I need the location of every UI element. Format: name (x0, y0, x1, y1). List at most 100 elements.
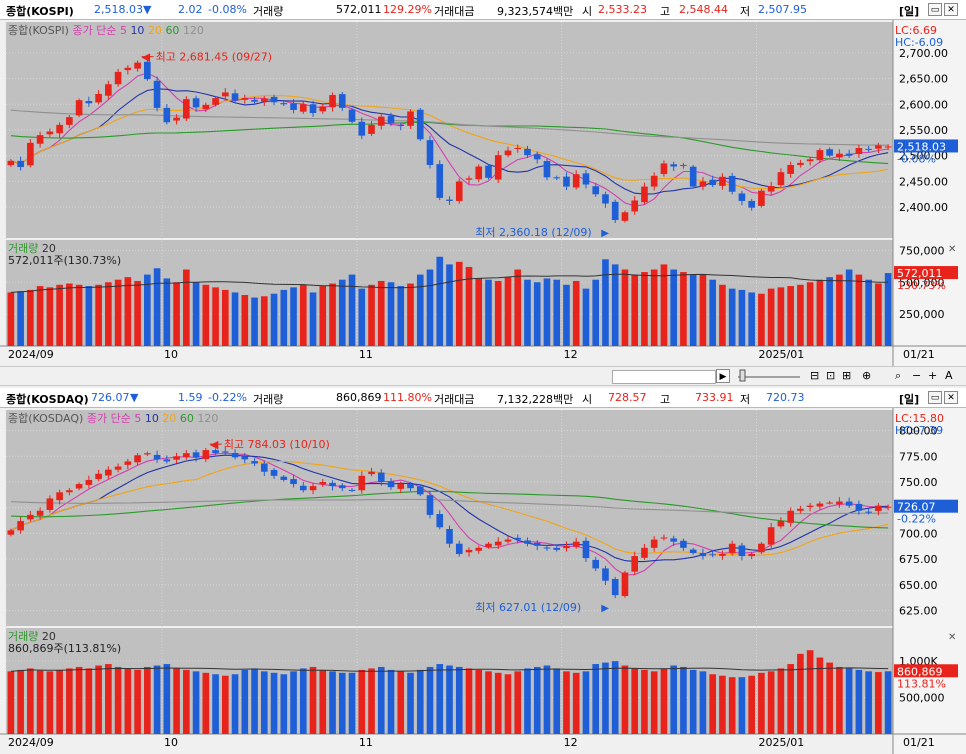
scroll-right-icon[interactable]: ▶ (716, 369, 730, 383)
kosdaq-period-button[interactable]: [일] (899, 393, 920, 406)
tool-icon-4[interactable]: ⊕ (862, 369, 872, 382)
kospi-volume-bar (173, 282, 180, 346)
kospi-restore-icon[interactable]: ▭ (928, 3, 942, 16)
kospi-candle (319, 103, 327, 114)
kospi-volume-bar (582, 288, 590, 346)
kospi-candle-body (377, 116, 385, 126)
kospi-candle (329, 92, 336, 112)
kosdaq-change: 1.59 (178, 391, 203, 404)
kosdaq-legend-series: 종합(KOSDAQ) (8, 412, 87, 425)
kosdaq-price-tick-label: 650.00 (899, 579, 938, 592)
kospi-period-button[interactable]: [일] (899, 5, 920, 18)
kospi-title[interactable]: 종합(KOSPI) (6, 5, 74, 18)
kosdaq-restore-icon[interactable]: ▭ (928, 391, 942, 404)
kosdaq-candle (455, 540, 463, 557)
kospi-volume-bar (124, 277, 132, 346)
kospi-price-tick-label: 2,700.00 (899, 47, 948, 60)
kosdaq-candle-body (446, 528, 453, 544)
kosdaq-date-label: 2025/01 (759, 736, 805, 749)
kospi-candle (719, 173, 726, 190)
kosdaq-candle (855, 500, 863, 515)
zoom-out-icon[interactable]: − (912, 369, 922, 382)
kospi-candle-body (641, 186, 648, 203)
kosdaq-volume-bar (387, 669, 395, 734)
kospi-candle (611, 199, 619, 224)
kospi-price-tick-label: 2,400.00 (899, 201, 948, 214)
kospi-candle-body (621, 212, 629, 221)
kosdaq-candle (56, 489, 63, 505)
kosdaq-candle (105, 466, 112, 480)
kosdaq-high: 733.91 (695, 391, 734, 404)
kospi-volume-bar (631, 274, 639, 346)
kospi-candle (241, 94, 249, 104)
kospi-volume-bar (514, 269, 522, 346)
kosdaq-candle (514, 534, 522, 544)
kospi-volume-bar (241, 295, 249, 346)
kosdaq-chart[interactable]: 800.00775.00750.00725.00700.00675.00650.… (0, 408, 966, 754)
zoom-slider[interactable] (736, 368, 802, 382)
kospi-candle (95, 90, 102, 105)
kosdaq-price-tick-label: 750.00 (899, 476, 938, 489)
kospi-candle-body (280, 103, 288, 105)
kospi-candle (699, 177, 707, 191)
kospi-candle (465, 175, 473, 185)
kospi-volume-bar (309, 292, 317, 346)
kospi-candle (543, 158, 551, 181)
search-icon[interactable]: ⌕ (895, 369, 902, 382)
kospi-chart[interactable]: 2,700.00 2,650.00 2,600.00 2,550.00 2,500.00… (0, 20, 966, 366)
tool-icon-3[interactable]: ⊞ (842, 369, 852, 382)
kosdaq-candle-body (787, 510, 794, 523)
tool-icon-2[interactable]: ⊡ (826, 369, 836, 382)
kospi-candle-body (387, 115, 395, 124)
kosdaq-close-icon[interactable]: ✕ (944, 391, 958, 404)
kospi-candle (553, 175, 561, 181)
scroll-track[interactable] (612, 370, 716, 384)
kosdaq-candle-body (387, 481, 395, 488)
kosdaq-candle-body (611, 579, 619, 596)
kosdaq-candle (387, 478, 395, 490)
kosdaq-volume-legend: 거래량 20 (8, 630, 56, 643)
kosdaq-volume-bar (348, 672, 356, 734)
kospi-candle-body (436, 164, 444, 198)
kosdaq-candle-body (884, 506, 892, 508)
kospi-ma60-line (10, 121, 889, 165)
kosdaq-candle-body (397, 484, 405, 489)
kospi-candle (572, 170, 580, 190)
kospi-volume-bar (504, 277, 512, 346)
kospi-volume-ratio: 129.29% (383, 3, 432, 16)
kosdaq-volume-bar (787, 664, 794, 734)
kosdaq-candle-body (416, 486, 424, 495)
kospi-candle (767, 181, 775, 196)
kosdaq-candle (407, 481, 414, 492)
kospi-volume-bar (192, 282, 200, 346)
zoom-in-icon[interactable]: + (928, 369, 938, 382)
kosdaq-volume-bar (75, 666, 83, 734)
kosdaq-open-label: 시 (582, 393, 593, 406)
kosdaq-volume-bar (153, 665, 161, 734)
kospi-date-label: 10 (164, 348, 178, 361)
kosdaq-candle (524, 537, 531, 547)
kosdaq-candle (738, 542, 746, 561)
tool-icon-1[interactable]: ⊟ (810, 369, 820, 382)
kosdaq-legend-ma20: 20 (162, 412, 180, 425)
kosdaq-candle (221, 447, 229, 456)
kospi-volume-bar (144, 274, 151, 346)
kosdaq-candle (348, 488, 356, 492)
kosdaq-candle (163, 455, 171, 464)
kospi-legend-ma-label: 종가 단순 (72, 24, 119, 37)
kosdaq-volume-legend-period: 20 (42, 630, 56, 643)
kospi-candle (270, 94, 278, 106)
kosdaq-candle (114, 463, 122, 473)
kospi-candle-body (787, 164, 794, 174)
kospi-date-label: 2024/09 (8, 348, 54, 361)
kospi-volume-bar (553, 279, 561, 346)
font-icon[interactable]: A (945, 369, 953, 382)
kospi-candle (397, 122, 405, 131)
kosdaq-title[interactable]: 종합(KOSDAQ) (6, 393, 89, 406)
kosdaq-volume-bar (845, 668, 853, 734)
kospi-close-icon[interactable]: ✕ (944, 3, 958, 16)
kospi-volume-bar (202, 284, 210, 346)
kosdaq-candle (621, 570, 629, 598)
kospi-volume-bar (56, 284, 63, 346)
kosdaq-candle-body (163, 459, 171, 462)
